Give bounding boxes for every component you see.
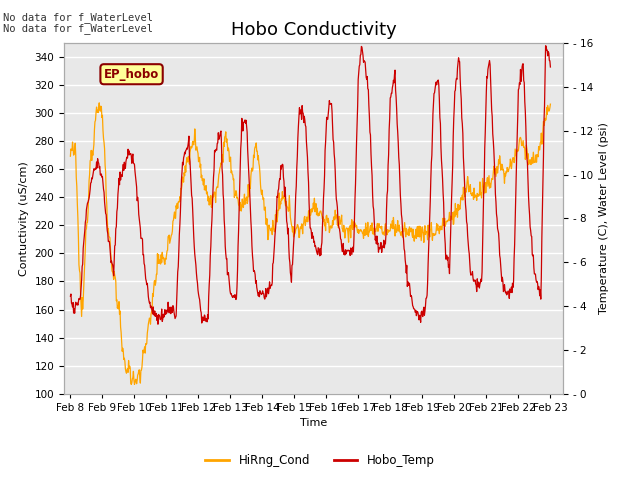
- Text: EP_hobo: EP_hobo: [104, 68, 159, 81]
- Y-axis label: Contuctivity (uS/cm): Contuctivity (uS/cm): [19, 161, 29, 276]
- Title: Hobo Conductivity: Hobo Conductivity: [231, 21, 396, 39]
- Text: No data for f_WaterLevel: No data for f_WaterLevel: [3, 12, 153, 23]
- Y-axis label: Temperature (C), Water Level (psi): Temperature (C), Water Level (psi): [599, 122, 609, 314]
- X-axis label: Time: Time: [300, 418, 327, 428]
- Text: No data for f_WaterLevel: No data for f_WaterLevel: [3, 23, 153, 34]
- Legend: HiRng_Cond, Hobo_Temp: HiRng_Cond, Hobo_Temp: [201, 449, 439, 472]
